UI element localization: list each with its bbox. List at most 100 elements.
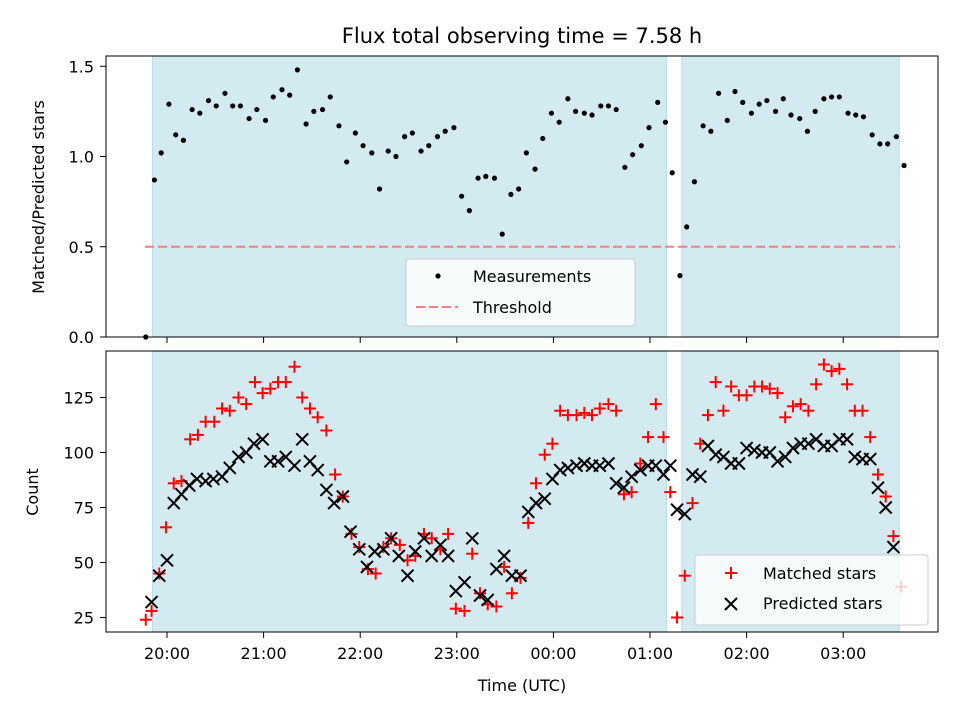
predicted-star-marker [871, 480, 885, 495]
top-legend: Measurements Threshold [405, 258, 636, 327]
predicted-stars-markers [144, 432, 901, 609]
measurement-point [605, 103, 612, 109]
predicted-star-marker [553, 463, 567, 477]
matched-star-marker [311, 411, 324, 424]
predicted-star-marker [190, 472, 204, 486]
matched-star-marker [538, 448, 551, 461]
top-y-axis-label: Matched/Predicted stars [29, 100, 48, 294]
y-tick-label: 125 [63, 389, 94, 408]
measurement-point [756, 101, 762, 107]
matched-star-marker [678, 569, 691, 582]
matched-star-marker [216, 402, 229, 415]
predicted-star-marker [633, 463, 648, 477]
top-legend-box [405, 258, 636, 327]
predicted-star-marker [417, 531, 431, 546]
predicted-star-marker [287, 458, 302, 473]
predicted-star-marker [343, 524, 358, 539]
bottom-x-ticks: 20:00 21:00 22:00 23:00 00:00 01:00 02:00 03:00 [144, 632, 866, 663]
measurement-point [885, 141, 891, 147]
measurement-point [173, 132, 179, 138]
predicted-star-marker [231, 450, 246, 464]
matched-star-marker [393, 538, 406, 551]
matched-star-marker [570, 409, 583, 422]
matched-star-marker [864, 431, 877, 444]
matched-star-marker [756, 380, 769, 393]
matched-star-marker [490, 600, 503, 613]
chart-title: Flux total observing time = 7.58 h [342, 24, 702, 48]
bottom-legend: Matched stars Predicted stars [694, 554, 929, 626]
predicted-star-marker [593, 458, 607, 473]
predicted-star-marker [739, 441, 754, 455]
predicted-star-marker [271, 454, 285, 469]
measurement-point [622, 164, 628, 170]
predicted-star-marker [840, 432, 854, 447]
matched-star-marker [554, 404, 567, 417]
measurement-point [254, 106, 260, 113]
matched-star-marker [353, 541, 366, 554]
measurement-point [804, 128, 811, 134]
y-tick-label: 0.5 [69, 238, 94, 257]
matched-star-marker [329, 468, 342, 481]
bottom-y-axis-label: Count [23, 468, 42, 516]
measurement-point [700, 123, 706, 129]
matched-star-marker [530, 477, 543, 490]
matched-star-marker [771, 387, 784, 400]
bottom-y-ticks: 25 50 75 100 125 [63, 389, 106, 628]
matched-star-marker [602, 398, 615, 411]
measurement-point [821, 96, 827, 102]
measurement-point [442, 128, 448, 134]
matched-star-marker [442, 527, 455, 540]
measurement-point [598, 103, 604, 109]
matched-star-marker [586, 409, 599, 422]
measurement-point [565, 96, 571, 102]
legend-matched-marker [725, 567, 737, 579]
matched-star-marker [369, 567, 382, 580]
measurement-point [376, 186, 383, 192]
y-tick-label: 50 [74, 554, 94, 573]
predicted-star-marker [693, 469, 707, 484]
y-tick-label: 75 [74, 499, 94, 518]
matched-star-marker [887, 530, 900, 543]
predicted-star-marker [255, 432, 270, 447]
measurement-point [845, 110, 851, 116]
predicted-star-marker [708, 447, 723, 462]
measurement-point [327, 94, 333, 100]
predicted-star-marker [529, 496, 543, 510]
matched-star-marker [546, 437, 559, 450]
predicted-star-marker [198, 474, 213, 488]
matched-star-marker [466, 547, 479, 560]
predicted-star-marker [685, 467, 700, 482]
predicted-star-marker [392, 549, 406, 563]
measurement-point [508, 191, 514, 198]
matched-star-marker [256, 387, 269, 400]
top-panel: 0.0 0.5 1.0 1.5 Matched/Predicted stars Mea… [29, 55, 939, 347]
predicted-star-marker [319, 483, 334, 497]
measurement-point [662, 119, 669, 125]
measurement-point [764, 97, 770, 104]
measurement-point [877, 141, 883, 147]
predicted-star-marker [457, 575, 472, 590]
matched-star-marker [167, 477, 180, 490]
measurement-point [311, 108, 317, 114]
measurement-point [409, 130, 415, 136]
measurement-point [483, 173, 489, 179]
predicted-star-marker [770, 454, 785, 469]
measurement-point [426, 143, 432, 149]
legend-predicted-label: Predicted stars [763, 594, 883, 613]
measurement-point [677, 273, 683, 279]
x-tick-label: 02:00 [724, 644, 770, 663]
x-tick-label: 21:00 [241, 644, 287, 663]
predicted-star-marker [561, 461, 575, 475]
measurement-point [360, 143, 366, 149]
measurement-point [197, 110, 203, 116]
matched-star-marker [514, 571, 527, 584]
predicted-star-marker [747, 443, 762, 458]
matched-star-marker [303, 402, 316, 415]
measurement-point [516, 186, 522, 192]
measurement-points [143, 67, 907, 340]
legend-measurements-label: Measurements [473, 267, 591, 286]
measurement-point [613, 106, 619, 113]
top-x-ticks [166, 337, 844, 343]
predicted-star-marker [848, 450, 862, 464]
